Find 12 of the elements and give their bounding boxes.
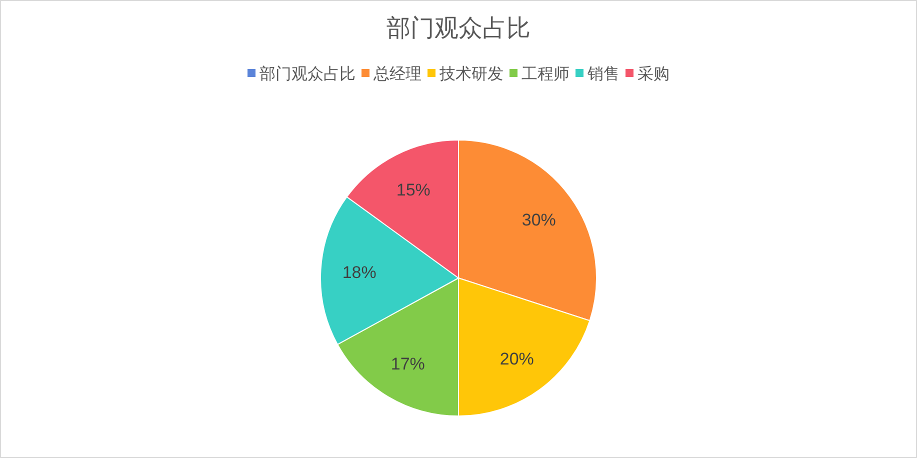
legend-label: 技术研发 [440,66,504,83]
data-label: 17% [390,354,425,374]
legend-label: 工程师 [522,66,570,83]
data-label: 20% [500,349,534,368]
data-label: 15% [396,180,430,200]
data-label: 30% [522,210,556,230]
data-label: 18% [342,262,376,282]
legend-label: 采购 [638,66,670,83]
title: 部门观众占比 [386,15,530,42]
legend-label: 销售 [588,66,620,83]
legend-label: 部门观众占比 [260,66,356,83]
legend-label: 总经理 [374,66,422,83]
